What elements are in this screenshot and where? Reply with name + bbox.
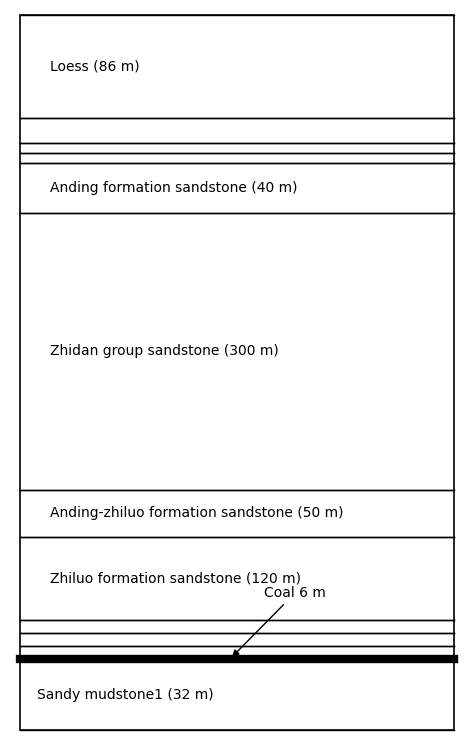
Text: Loess (86 m): Loess (86 m) — [50, 60, 140, 74]
Text: Zhiluo formation sandstone (120 m): Zhiluo formation sandstone (120 m) — [50, 571, 301, 586]
Text: Sandy mudstone1 (32 m): Sandy mudstone1 (32 m) — [37, 688, 214, 702]
Text: Anding formation sandstone (40 m): Anding formation sandstone (40 m) — [50, 181, 298, 195]
Text: Anding-zhiluo formation sandstone (50 m): Anding-zhiluo formation sandstone (50 m) — [50, 507, 344, 521]
Text: Zhidan group sandstone (300 m): Zhidan group sandstone (300 m) — [50, 344, 279, 358]
Text: Coal 6 m: Coal 6 m — [233, 586, 326, 656]
